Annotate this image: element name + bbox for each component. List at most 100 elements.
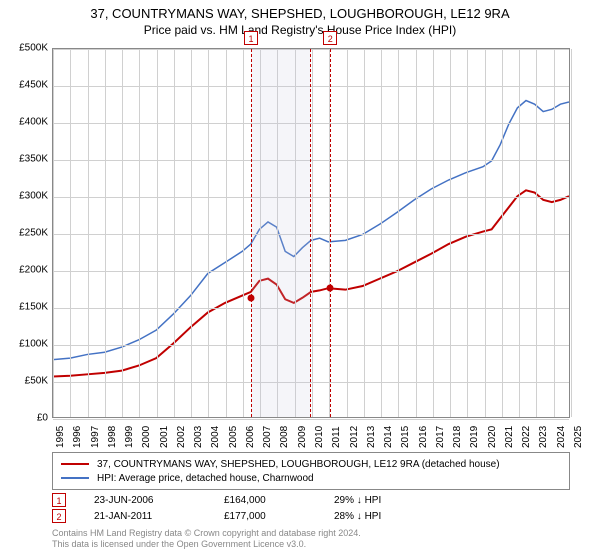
sale-pct: 28% ↓ HPI: [334, 511, 454, 522]
event-badge-2: 2: [323, 31, 337, 45]
gridline-v: [554, 49, 555, 417]
xtick-label: 1998: [107, 426, 118, 448]
sale-badge: 2: [52, 509, 66, 523]
footer-line2: This data is licensed under the Open Gov…: [52, 539, 570, 550]
xtick-label: 2018: [452, 426, 463, 448]
xtick-label: 2000: [141, 426, 152, 448]
gridline-v: [191, 49, 192, 417]
gridline-v: [502, 49, 503, 417]
gridline-v: [398, 49, 399, 417]
sale-badge: 1: [52, 493, 66, 507]
chart-container: 37, COUNTRYMANS WAY, SHEPSHED, LOUGHBORO…: [0, 0, 600, 560]
gridline-v: [536, 49, 537, 417]
xtick-label: 2002: [176, 426, 187, 448]
gridline-v: [226, 49, 227, 417]
title-line2: Price paid vs. HM Land Registry's House …: [10, 23, 590, 37]
gridline-v: [485, 49, 486, 417]
ytick-label: £0: [37, 413, 48, 424]
gridline-v: [53, 49, 54, 417]
xtick-label: 2016: [418, 426, 429, 448]
sale-date: 21-JAN-2011: [94, 511, 224, 522]
sale-marker-1: [248, 294, 255, 301]
legend-item-0: 37, COUNTRYMANS WAY, SHEPSHED, LOUGHBORO…: [61, 457, 561, 471]
xtick-label: 2014: [383, 426, 394, 448]
xtick-label: 2025: [573, 426, 584, 448]
legend-label: 37, COUNTRYMANS WAY, SHEPSHED, LOUGHBORO…: [97, 459, 500, 470]
ytick-label: £50K: [25, 376, 48, 387]
xtick-label: 2012: [349, 426, 360, 448]
xtick-label: 2011: [331, 426, 342, 448]
sale-price: £164,000: [224, 495, 334, 506]
legend-swatch: [61, 477, 89, 479]
ytick-label: £400K: [19, 117, 48, 128]
xtick-label: 1999: [124, 426, 135, 448]
sale-row-1: 1 23-JUN-2006£164,00029% ↓ HPI: [52, 492, 570, 508]
gridline-v: [416, 49, 417, 417]
gridline-v: [208, 49, 209, 417]
chart-plot-area: 12: [52, 48, 570, 418]
gridline-v: [433, 49, 434, 417]
xtick-label: 2009: [297, 426, 308, 448]
ytick-label: £100K: [19, 339, 48, 350]
ytick-label: £200K: [19, 265, 48, 276]
xtick-label: 2017: [435, 426, 446, 448]
gridline-v: [381, 49, 382, 417]
legend-label: HPI: Average price, detached house, Char…: [97, 473, 314, 484]
event-badge-1: 1: [244, 31, 258, 45]
footer-line1: Contains HM Land Registry data © Crown c…: [52, 528, 570, 539]
xtick-label: 2019: [469, 426, 480, 448]
xtick-label: 2001: [159, 426, 170, 448]
gridline-v: [364, 49, 365, 417]
ytick-label: £250K: [19, 228, 48, 239]
gridline-v: [157, 49, 158, 417]
legend-item-1: HPI: Average price, detached house, Char…: [61, 471, 561, 485]
xtick-label: 1997: [90, 426, 101, 448]
gridline-v: [571, 49, 572, 417]
gridline-v: [122, 49, 123, 417]
legend-swatch: [61, 463, 89, 465]
xtick-label: 2004: [210, 426, 221, 448]
sale-date: 23-JUN-2006: [94, 495, 224, 506]
gridline-v: [519, 49, 520, 417]
gridline-v: [105, 49, 106, 417]
sale-row-2: 2 21-JAN-2011£177,00028% ↓ HPI: [52, 508, 570, 524]
xtick-label: 2020: [487, 426, 498, 448]
xtick-label: 2003: [193, 426, 204, 448]
xtick-label: 2015: [400, 426, 411, 448]
xtick-label: 2024: [556, 426, 567, 448]
ytick-label: £150K: [19, 302, 48, 313]
sale-marker-2: [327, 285, 334, 292]
gridline-v: [347, 49, 348, 417]
xtick-label: 2010: [314, 426, 325, 448]
sale-price: £177,000: [224, 511, 334, 522]
xtick-label: 2022: [521, 426, 532, 448]
gridline-v: [139, 49, 140, 417]
xtick-label: 2005: [228, 426, 239, 448]
event-band-1: [251, 49, 311, 417]
gridline-v: [312, 49, 313, 417]
sales-table: 1 23-JUN-2006£164,00029% ↓ HPI 2 21-JAN-201…: [52, 492, 570, 524]
gridline-v: [70, 49, 71, 417]
legend: 37, COUNTRYMANS WAY, SHEPSHED, LOUGHBORO…: [52, 452, 570, 490]
title-line1: 37, COUNTRYMANS WAY, SHEPSHED, LOUGHBORO…: [10, 6, 590, 21]
gridline-v: [88, 49, 89, 417]
gridline-v: [450, 49, 451, 417]
sale-pct: 29% ↓ HPI: [334, 495, 454, 506]
gridline-v: [174, 49, 175, 417]
title-block: 37, COUNTRYMANS WAY, SHEPSHED, LOUGHBORO…: [0, 0, 600, 39]
ytick-label: £300K: [19, 191, 48, 202]
xtick-label: 1996: [72, 426, 83, 448]
gridline-v: [243, 49, 244, 417]
xtick-label: 2006: [245, 426, 256, 448]
ytick-label: £450K: [19, 80, 48, 91]
ytick-label: £500K: [19, 43, 48, 54]
xtick-label: 2021: [504, 426, 515, 448]
gridline-v: [467, 49, 468, 417]
footer: Contains HM Land Registry data © Crown c…: [52, 528, 570, 551]
xtick-label: 2008: [279, 426, 290, 448]
ytick-label: £350K: [19, 154, 48, 165]
gridline-h: [53, 419, 569, 420]
event-line-2: [330, 49, 331, 417]
xtick-label: 2007: [262, 426, 273, 448]
xtick-label: 2023: [538, 426, 549, 448]
